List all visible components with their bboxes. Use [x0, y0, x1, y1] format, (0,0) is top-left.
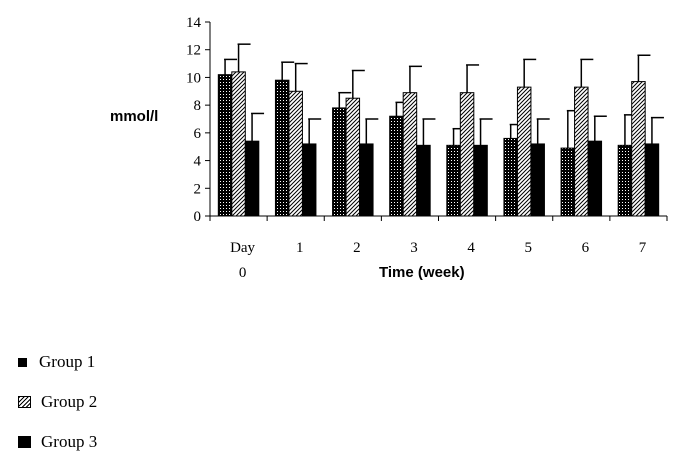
bar-group-2-5	[516, 86, 532, 217]
bar-group-3-3	[416, 144, 431, 217]
bar-group-2-1	[288, 90, 303, 217]
bar-group-3-6	[587, 140, 603, 217]
legend-item-group-3: Group 3	[18, 432, 97, 452]
x-tick-sublabel: 0	[239, 265, 247, 281]
y-axis-label: mmol/l	[110, 108, 158, 125]
bar-group-1-7	[617, 144, 633, 217]
bar-group-1-1	[274, 79, 290, 217]
bar-group-1-4	[446, 144, 461, 217]
x-tick-label: 7	[639, 240, 647, 256]
group-1-swatch-icon	[18, 357, 27, 367]
x-tick-label: Day	[230, 240, 255, 256]
legend-label-group-2: Group 2	[41, 392, 98, 411]
y-tick-label: 10	[186, 70, 201, 86]
legend-item-group-1: Group 1	[18, 352, 97, 372]
legend-label-group-3: Group 3	[41, 432, 98, 451]
bar-group-1-6	[560, 147, 576, 217]
bar-group-3-day	[244, 140, 260, 217]
bar-group-2-day	[231, 71, 246, 217]
bar-group-3-7	[644, 143, 660, 217]
x-tick-label: 2	[353, 240, 361, 256]
bar-group-1-2	[332, 107, 347, 217]
group-2-swatch-icon	[18, 396, 31, 408]
y-tick-label: 0	[194, 209, 202, 225]
bar-group-3-2	[359, 143, 374, 217]
y-tick-label: 4	[194, 154, 202, 170]
bar-group-1-3	[389, 115, 404, 217]
bar-group-2-6	[574, 86, 589, 217]
bar-group-2-4	[459, 92, 475, 217]
legend: Group 1 Group 2 Group 3	[18, 352, 97, 472]
x-tick-label: 5	[524, 240, 532, 256]
y-tick-label: 14	[186, 15, 202, 31]
bar-group-2-2	[345, 97, 361, 217]
legend-label-group-1: Group 1	[39, 352, 96, 371]
y-tick-label: 2	[194, 181, 202, 197]
x-tick-label: 3	[410, 240, 418, 256]
legend-item-group-2: Group 2	[18, 392, 97, 412]
x-tick-label: 4	[467, 240, 475, 256]
y-tick-label: 12	[186, 43, 201, 59]
bar-group-2-7	[631, 81, 646, 217]
y-tick-label: 8	[194, 98, 202, 114]
x-tick-label: 6	[582, 240, 590, 256]
group-3-swatch-icon	[18, 436, 31, 448]
bar-group-2-3	[402, 92, 418, 217]
x-tick-label: 1	[296, 240, 304, 256]
bar-group-1-day	[217, 74, 233, 217]
bar-group-3-4	[473, 144, 488, 217]
bar-group-3-1	[301, 143, 317, 217]
bar-group-1-5	[503, 137, 518, 217]
y-tick-label: 6	[194, 126, 202, 142]
bar-group-3-5	[530, 143, 545, 217]
x-axis-label: Time (week)	[379, 264, 465, 281]
